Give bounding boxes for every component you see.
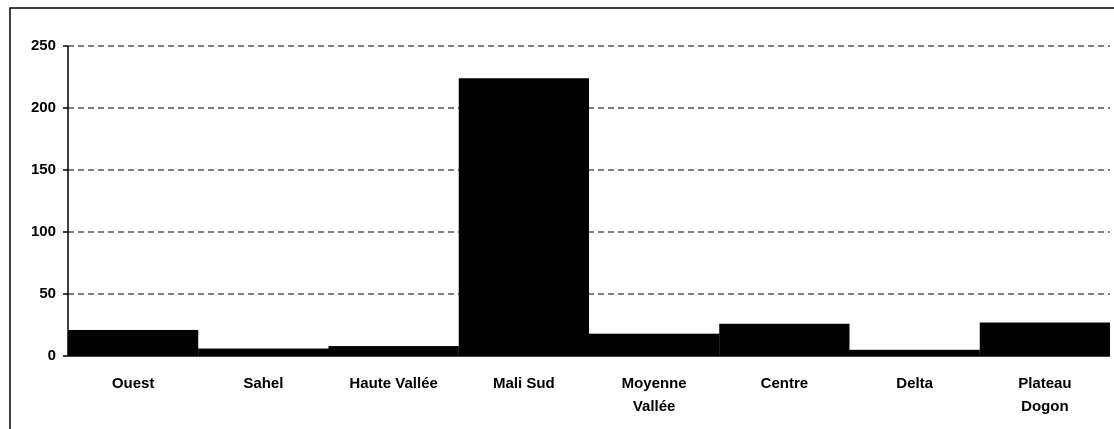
bar bbox=[198, 348, 329, 356]
y-tick-label: 0 bbox=[48, 347, 56, 364]
bar bbox=[979, 322, 1110, 356]
x-tick-label: Sahel bbox=[243, 375, 284, 392]
x-tick-label: Ouest bbox=[111, 375, 155, 392]
x-tick-label: Centre bbox=[760, 375, 809, 392]
bar bbox=[68, 329, 199, 356]
bar bbox=[589, 333, 720, 356]
bar bbox=[719, 323, 850, 356]
x-tick-label: Haute Vallée bbox=[349, 375, 438, 392]
y-tick-label: 250 bbox=[31, 37, 56, 54]
x-tick-label: Mali Sud bbox=[493, 375, 555, 392]
bar bbox=[328, 346, 459, 356]
y-tick-label: 50 bbox=[39, 285, 56, 302]
y-tick-label: 200 bbox=[31, 99, 56, 116]
y-tick-label: 150 bbox=[31, 161, 56, 178]
y-tick-label: 100 bbox=[31, 223, 56, 240]
bar bbox=[849, 349, 980, 356]
frame bbox=[9, 7, 1114, 429]
x-tick-label: Moyenne Vallée bbox=[621, 375, 687, 415]
bar bbox=[458, 78, 589, 357]
x-tick-label: Delta bbox=[896, 375, 933, 392]
x-tick-label: Plateau Dogon bbox=[1018, 375, 1072, 415]
